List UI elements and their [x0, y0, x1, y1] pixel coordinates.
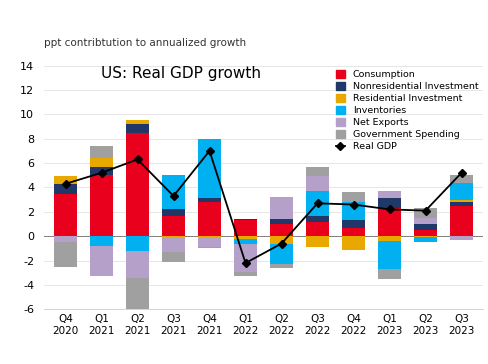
Bar — [378, 198, 401, 208]
Bar — [342, 220, 365, 228]
Bar — [414, 224, 437, 230]
Bar — [270, 236, 293, 244]
Bar — [378, 236, 401, 241]
Bar — [378, 269, 401, 279]
Bar — [234, 244, 257, 272]
Bar — [54, 236, 77, 242]
Real GDP — [279, 241, 285, 246]
Bar — [90, 175, 113, 236]
Bar — [450, 183, 473, 199]
Bar — [270, 264, 293, 268]
Bar — [162, 236, 185, 237]
Bar — [126, 120, 149, 124]
Bar — [342, 236, 365, 250]
Line: Real GDP: Real GDP — [63, 148, 464, 266]
Bar — [198, 198, 221, 202]
Text: US: Real GDP growth: US: Real GDP growth — [101, 66, 261, 80]
Real GDP — [62, 182, 68, 186]
Bar — [270, 197, 293, 219]
Bar — [234, 272, 257, 277]
Bar — [414, 208, 437, 218]
Bar — [414, 230, 437, 236]
Bar — [378, 208, 401, 236]
Bar — [306, 215, 329, 222]
Bar — [450, 175, 473, 183]
Bar — [306, 236, 329, 247]
Bar — [54, 242, 77, 267]
Bar — [270, 219, 293, 224]
Bar — [270, 244, 293, 264]
Bar — [450, 206, 473, 236]
Bar — [126, 236, 149, 251]
Bar — [342, 192, 365, 202]
Bar — [270, 224, 293, 236]
Bar — [234, 219, 257, 220]
Bar — [162, 215, 185, 236]
Bar — [90, 246, 113, 277]
Real GDP — [135, 157, 141, 162]
Real GDP — [206, 149, 212, 153]
Bar — [90, 167, 113, 175]
Real GDP — [423, 209, 428, 213]
Bar — [126, 132, 149, 236]
Bar — [198, 247, 221, 248]
Bar — [162, 237, 185, 252]
Real GDP — [350, 202, 356, 207]
Bar — [414, 218, 437, 224]
Bar — [126, 124, 149, 132]
Bar — [90, 146, 113, 158]
Bar — [126, 278, 149, 320]
Bar — [54, 194, 77, 236]
Bar — [162, 252, 185, 262]
Bar — [234, 239, 257, 244]
Bar — [126, 251, 149, 278]
Bar — [414, 237, 437, 242]
Text: ppt contribtution to annualized growth: ppt contribtution to annualized growth — [44, 39, 246, 48]
Bar — [90, 158, 113, 167]
Bar — [306, 191, 329, 215]
Bar — [342, 202, 365, 220]
Bar — [306, 222, 329, 236]
Bar — [198, 202, 221, 236]
Real GDP — [171, 194, 177, 198]
Real GDP — [459, 171, 465, 175]
Legend: Consumption, Nonresidential Investment, Residential Investment, Inventories, Net: Consumption, Nonresidential Investment, … — [336, 70, 478, 151]
Bar — [342, 228, 365, 236]
Bar — [234, 220, 257, 236]
Bar — [414, 236, 437, 237]
Bar — [162, 209, 185, 215]
Bar — [234, 236, 257, 239]
Bar — [54, 177, 77, 184]
Real GDP — [243, 261, 248, 265]
Bar — [162, 175, 185, 209]
Bar — [306, 177, 329, 191]
Bar — [450, 202, 473, 206]
Bar — [306, 167, 329, 177]
Real GDP — [315, 201, 321, 206]
Bar — [54, 184, 77, 194]
Bar — [198, 237, 221, 247]
Bar — [450, 236, 473, 240]
Bar — [198, 236, 221, 237]
Bar — [198, 139, 221, 198]
Bar — [90, 236, 113, 246]
Bar — [450, 199, 473, 202]
Bar — [378, 191, 401, 198]
Bar — [378, 241, 401, 269]
Real GDP — [386, 207, 392, 211]
Real GDP — [99, 171, 104, 175]
